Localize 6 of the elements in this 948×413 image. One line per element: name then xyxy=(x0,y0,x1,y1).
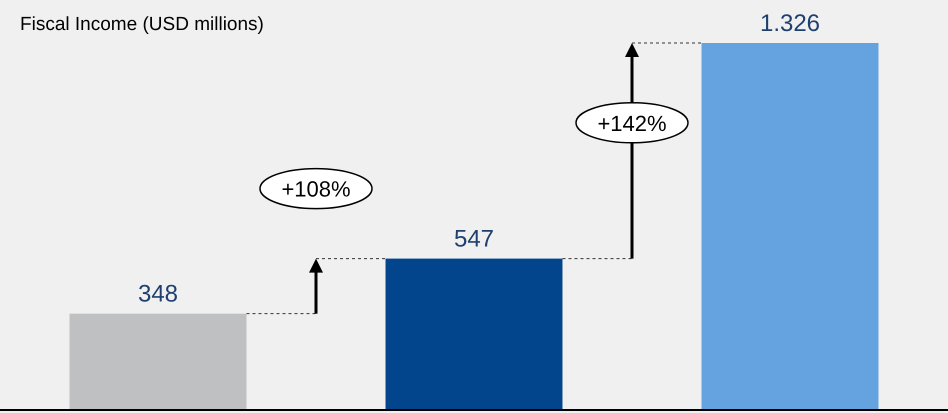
data-label: 547 xyxy=(454,226,494,253)
annotation: +142% xyxy=(597,110,667,136)
data-label: 1.326 xyxy=(760,10,820,37)
data-label: 348 xyxy=(138,280,178,308)
annotation: +108% xyxy=(281,176,351,202)
chart-title: Fiscal Income (USD millions) xyxy=(20,14,264,35)
